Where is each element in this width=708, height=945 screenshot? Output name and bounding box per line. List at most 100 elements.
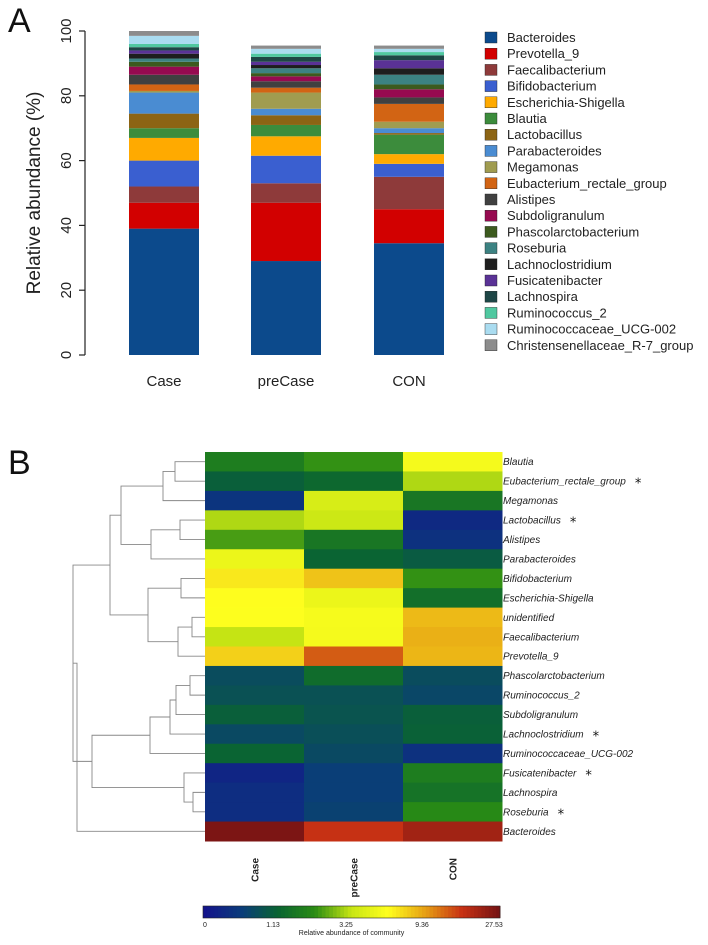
- heatmap-cell: [205, 471, 305, 492]
- heatmap-cell: [304, 665, 404, 686]
- heatmap-cell: [304, 549, 404, 570]
- colorbar-step: [410, 906, 416, 918]
- legend-label: Subdoligranulum: [507, 208, 605, 223]
- colorbar-step: [444, 906, 449, 918]
- colorbar-step: [214, 906, 219, 918]
- row-label: Ruminococcus_2: [503, 691, 580, 702]
- legend-swatch: [484, 112, 498, 125]
- legend-label: Megamonas: [507, 160, 579, 175]
- dendrogram-branch: [162, 471, 205, 502]
- colorbar-step: [377, 906, 382, 918]
- colorbar-tick-label: 27.53: [485, 922, 503, 929]
- colorbar-step: [414, 906, 419, 918]
- heatmap-cell: [304, 704, 404, 725]
- dendrogram-branch: [174, 461, 205, 482]
- bar-segment-con-13: [374, 74, 444, 85]
- bar-segment-case-8: [129, 90, 199, 93]
- row-label: Lachnospira: [503, 788, 558, 799]
- colorbar-tick-label: 0: [203, 922, 207, 929]
- legend-swatch: [484, 128, 498, 141]
- colorbar-step: [429, 906, 434, 918]
- colorbar-step: [243, 906, 248, 918]
- bar-segment-case-5: [129, 128, 199, 138]
- dendrogram-branch: [180, 577, 205, 599]
- bar-segment-con-15: [374, 60, 444, 69]
- legend-swatch: [484, 242, 498, 254]
- colorbar-step: [318, 906, 323, 918]
- bar-segment-precase-16: [251, 56, 321, 62]
- heatmap-cell: [304, 646, 404, 667]
- heatmap-cell: [304, 802, 404, 823]
- dendrogram-branch: [192, 791, 205, 813]
- legend-label: Roseburia: [507, 241, 567, 256]
- bar-segment-precase-18: [251, 48, 321, 54]
- row-label: Fusicatenibacter: [503, 768, 577, 779]
- colorbar-step: [266, 906, 271, 918]
- heatmap-cell: [403, 704, 503, 725]
- dendrogram-branch: [179, 519, 205, 540]
- heatmap-cell: [403, 782, 503, 803]
- colorbar-frame: [202, 905, 501, 919]
- colorbar-step: [459, 906, 464, 918]
- bar-segment-con-0: [374, 243, 444, 355]
- legend-swatch: [484, 291, 498, 303]
- bar-segment-con-4: [374, 154, 444, 164]
- bar-segment-case-10: [129, 74, 199, 85]
- heatmap-cell: [403, 510, 503, 531]
- colorbar-step: [433, 906, 438, 918]
- colorbar-step: [258, 906, 263, 918]
- heatmap-cell: [205, 529, 305, 550]
- legend-swatch: [484, 258, 498, 270]
- colorbar-step: [466, 906, 471, 918]
- significance-star: *: [635, 477, 642, 492]
- bar-segment-precase-17: [251, 53, 321, 57]
- y-tick-label: 40: [58, 217, 75, 234]
- legend-label: Bifidobacterium: [507, 79, 597, 94]
- dendrogram-branch: [91, 734, 184, 788]
- row-label: Bifidobacterium: [503, 574, 572, 585]
- bar-segment-con-11: [374, 89, 444, 98]
- column-label: preCase: [350, 858, 361, 898]
- bar-segment-case-6: [129, 113, 199, 129]
- dendrogram-branch: [189, 675, 205, 696]
- colorbar-step: [280, 906, 286, 918]
- y-tick-label: 0: [58, 351, 75, 359]
- significance-star: *: [570, 516, 577, 531]
- legend-label: Lachnospira: [507, 289, 579, 304]
- bar-segment-case-15: [129, 50, 199, 54]
- legend-swatch: [484, 339, 498, 351]
- bar-segment-case-0: [129, 228, 199, 355]
- heatmap-cell: [403, 743, 503, 764]
- y-tick-label: 80: [58, 87, 75, 104]
- heatmap-cell: [403, 763, 503, 784]
- legend-swatch: [484, 177, 498, 190]
- heatmap-cell: [403, 568, 503, 589]
- colorbar-step: [288, 906, 293, 918]
- bar-segment-case-14: [129, 53, 199, 59]
- heatmap-cell: [205, 821, 305, 842]
- bar-segment-con-18: [374, 48, 444, 53]
- bar-segment-con-17: [374, 52, 444, 56]
- bar-segment-case-2: [129, 186, 199, 203]
- colorbar-step: [340, 906, 345, 918]
- colorbar-step: [225, 906, 230, 918]
- bar-segment-precase-15: [251, 61, 321, 66]
- dendrogram-branch: [109, 514, 148, 616]
- bar-segment-precase-1: [251, 202, 321, 262]
- colorbar-step: [485, 906, 490, 918]
- heatmap-cell: [304, 510, 404, 531]
- legend-label: Prevotella_9: [507, 46, 579, 61]
- row-label: Lachnoclostridium: [503, 730, 584, 741]
- bar-segment-precase-0: [251, 261, 321, 355]
- legend-swatch: [484, 31, 498, 44]
- panel-b-letter: B: [8, 444, 31, 482]
- column-label: Case: [251, 858, 262, 882]
- colorbar-step: [392, 906, 397, 918]
- colorbar-step: [470, 906, 475, 918]
- colorbar-step: [425, 906, 430, 918]
- legend-swatch: [484, 193, 498, 206]
- heatmap-cell: [205, 568, 305, 589]
- colorbar-step: [325, 906, 330, 918]
- heatmap-cell: [403, 665, 503, 686]
